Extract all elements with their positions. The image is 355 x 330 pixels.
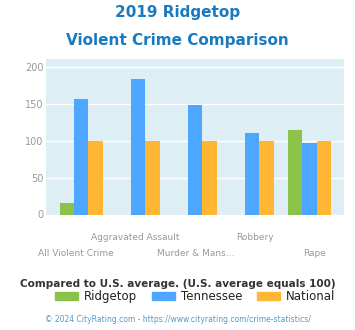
- Text: Murder & Mans...: Murder & Mans...: [157, 249, 234, 258]
- Text: Violent Crime Comparison: Violent Crime Comparison: [66, 33, 289, 48]
- Text: © 2024 CityRating.com - https://www.cityrating.com/crime-statistics/: © 2024 CityRating.com - https://www.city…: [45, 315, 310, 324]
- Text: Robbery: Robbery: [236, 233, 274, 242]
- Bar: [60, 203, 74, 214]
- Text: Aggravated Assault: Aggravated Assault: [91, 233, 180, 242]
- Text: All Violent Crime: All Violent Crime: [38, 249, 114, 258]
- Text: Compared to U.S. average. (U.S. average equals 100): Compared to U.S. average. (U.S. average …: [20, 279, 335, 289]
- Bar: [131, 79, 145, 214]
- Bar: [145, 141, 160, 214]
- Bar: [288, 130, 302, 214]
- Bar: [88, 141, 103, 214]
- Bar: [188, 105, 202, 214]
- Bar: [74, 99, 88, 214]
- Bar: [317, 141, 331, 214]
- Text: 2019 Ridgetop: 2019 Ridgetop: [115, 5, 240, 20]
- Text: Rape: Rape: [303, 249, 326, 258]
- Bar: [245, 133, 260, 214]
- Bar: [260, 141, 274, 214]
- Legend: Ridgetop, Tennessee, National: Ridgetop, Tennessee, National: [50, 285, 340, 308]
- Bar: [302, 143, 317, 214]
- Bar: [202, 141, 217, 214]
